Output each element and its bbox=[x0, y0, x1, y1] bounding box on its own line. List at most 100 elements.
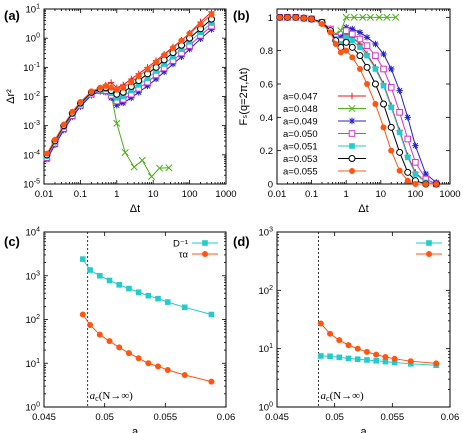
y-tick-exponent: 2 bbox=[269, 285, 273, 292]
legend-label: a=0.047 bbox=[283, 92, 318, 103]
data-point bbox=[120, 84, 127, 91]
data-point bbox=[308, 16, 315, 22]
data-point bbox=[372, 52, 379, 59]
panel-label: (b) bbox=[233, 8, 250, 23]
data-point bbox=[87, 321, 94, 328]
x-tick-label: 0.055 bbox=[380, 412, 404, 423]
data-point bbox=[433, 181, 440, 187]
data-point bbox=[107, 79, 115, 86]
y-tick-label: 0.8 bbox=[260, 46, 273, 57]
legend-label: a=0.050 bbox=[283, 129, 318, 140]
data-point bbox=[135, 82, 142, 88]
data-point bbox=[114, 95, 120, 101]
data-point bbox=[181, 371, 188, 378]
series-line bbox=[82, 258, 212, 315]
data-point bbox=[380, 100, 388, 108]
data-point bbox=[404, 135, 412, 143]
y-tick-exponent: 1 bbox=[36, 4, 40, 11]
data-point bbox=[364, 52, 370, 59]
data-point bbox=[79, 311, 86, 318]
data-point bbox=[97, 272, 103, 279]
data-point bbox=[208, 311, 215, 318]
legend bbox=[416, 240, 442, 257]
x-tick-label: 0.06 bbox=[217, 412, 236, 423]
annotation-subscript: c bbox=[326, 394, 330, 403]
data-point bbox=[69, 108, 76, 115]
legend-label: a=0.051 bbox=[283, 142, 318, 153]
data-point bbox=[138, 156, 146, 164]
data-point bbox=[412, 159, 419, 166]
data-point bbox=[382, 353, 389, 360]
data-point bbox=[178, 53, 185, 60]
x-tick-label: 0.1 bbox=[74, 189, 87, 200]
data-point bbox=[145, 360, 152, 367]
series-line bbox=[82, 314, 212, 383]
annotation-subscript: c bbox=[95, 394, 99, 403]
data-point bbox=[396, 148, 404, 156]
data-point bbox=[128, 87, 135, 94]
data-point bbox=[337, 49, 344, 56]
panel-label: (a) bbox=[4, 8, 20, 23]
y-tick-label: 10-1 bbox=[23, 62, 40, 74]
y-axis-title: Δr² bbox=[5, 89, 17, 104]
data-point bbox=[102, 82, 109, 89]
data-point bbox=[359, 13, 367, 21]
data-point bbox=[388, 147, 395, 154]
data-point bbox=[181, 304, 188, 311]
y-tick-label: 10-3 bbox=[23, 120, 40, 132]
data-point bbox=[356, 52, 364, 60]
legend-marker bbox=[348, 130, 356, 137]
legend-label: D⁻¹ bbox=[173, 239, 188, 250]
data-point bbox=[336, 337, 343, 344]
legend: D⁻¹τα bbox=[173, 239, 218, 261]
panel-4: 0.045 0.05 0.055 0.06100101102103(d)aac(N→∞… bbox=[233, 227, 459, 433]
data-point bbox=[144, 66, 151, 73]
data-point bbox=[155, 363, 162, 370]
x-tick-label: 0.055 bbox=[153, 412, 177, 423]
panel-1: 0.01 0.1 1 10 100 100010-510-410-310-210-1100… bbox=[4, 4, 237, 216]
data-point bbox=[128, 79, 135, 86]
x-tick-label: 1 bbox=[344, 189, 349, 200]
data-point bbox=[88, 88, 95, 95]
data-point bbox=[349, 54, 356, 61]
data-point bbox=[354, 356, 361, 362]
legend-marker bbox=[348, 155, 356, 162]
x-tick-label: 0.1 bbox=[305, 189, 318, 200]
y-tick-label: 101 bbox=[26, 358, 41, 370]
x-tick-label: 0.01 bbox=[268, 189, 287, 200]
data-point bbox=[161, 52, 168, 59]
data-point bbox=[116, 344, 123, 351]
x-tick-label: 1000 bbox=[439, 189, 460, 200]
data-point bbox=[208, 26, 215, 33]
series-1 bbox=[80, 256, 215, 318]
data-point bbox=[348, 30, 356, 38]
data-point bbox=[51, 136, 58, 143]
data-point bbox=[155, 295, 161, 302]
data-point bbox=[164, 367, 171, 374]
data-point bbox=[343, 24, 350, 31]
data-point bbox=[327, 330, 334, 337]
data-point bbox=[388, 65, 395, 73]
data-point bbox=[108, 84, 115, 91]
x-axis-title: Δt bbox=[358, 203, 368, 215]
data-point bbox=[208, 11, 215, 18]
data-point bbox=[318, 353, 324, 359]
data-point bbox=[387, 123, 395, 131]
x-tick-label: 100 bbox=[407, 189, 423, 200]
data-point bbox=[106, 338, 113, 345]
data-point bbox=[96, 331, 103, 338]
data-point bbox=[186, 39, 193, 45]
data-point bbox=[380, 50, 387, 58]
data-point bbox=[382, 358, 389, 365]
data-point bbox=[113, 86, 120, 93]
data-point bbox=[276, 14, 283, 21]
legend-marker bbox=[349, 143, 355, 149]
data-point bbox=[186, 45, 193, 53]
legend-marker bbox=[202, 240, 208, 246]
data-point bbox=[356, 29, 364, 36]
data-point bbox=[170, 53, 176, 60]
y-tick-label: 103 bbox=[259, 227, 274, 239]
y-tick-label: 102 bbox=[259, 285, 274, 297]
data-point bbox=[116, 282, 123, 288]
